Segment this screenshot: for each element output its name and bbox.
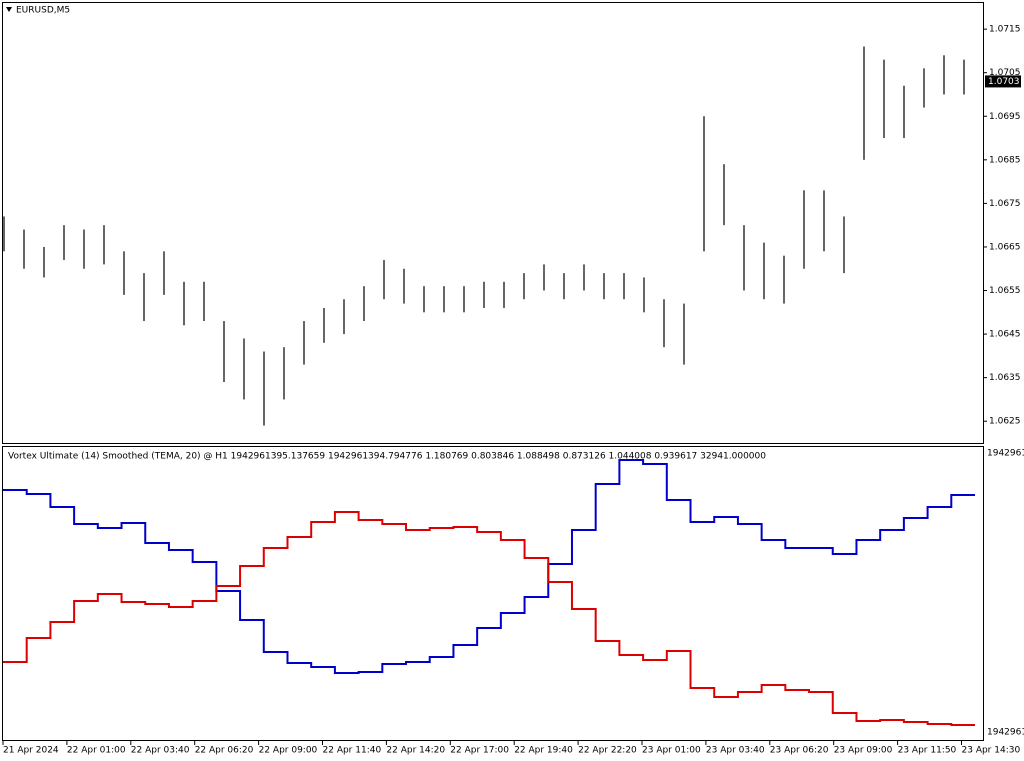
x-tick-label: 22 Apr 22:20	[578, 746, 637, 756]
y-tick-label: 1.0625	[989, 417, 1021, 427]
y-tick-label: 1.0695	[989, 112, 1021, 122]
x-tick-label: 23 Apr 03:40	[706, 746, 765, 756]
indicator-line	[3, 511, 975, 726]
price-panel	[2, 2, 984, 444]
x-tick-label: 22 Apr 09:00	[259, 746, 318, 756]
x-tick-label: 22 Apr 14:20	[386, 746, 445, 756]
x-tick-label: 23 Apr 09:00	[834, 746, 893, 756]
indicator-title: Vortex Ultimate (14) Smoothed (TEMA, 20)…	[8, 452, 766, 462]
x-tick-label: 23 Apr 01:00	[642, 746, 701, 756]
indicator-panel	[2, 446, 984, 741]
x-tick-label: 23 Apr 06:20	[770, 746, 829, 756]
x-tick-label: 22 Apr 03:40	[131, 746, 190, 756]
y-axis-label: 19429613	[987, 728, 1024, 738]
symbol-title: EURUSD,M5	[16, 6, 70, 16]
y-tick-label: 1.0685	[989, 155, 1021, 165]
y-tick-label: 1.0645	[989, 330, 1021, 340]
price-label-box	[985, 75, 1021, 88]
y-tick-label: 1.0715	[989, 25, 1021, 35]
x-tick-label: 23 Apr 11:50	[898, 746, 957, 756]
y-tick-label: 1.0635	[989, 373, 1021, 383]
x-tick-label: 22 Apr 01:00	[67, 746, 126, 756]
symbol-arrow	[6, 7, 12, 12]
x-tick-label: 22 Apr 06:20	[195, 746, 254, 756]
x-tick-label: 22 Apr 17:00	[450, 746, 509, 756]
y-tick-label: 1.0675	[989, 199, 1021, 209]
y-tick-label: 1.0665	[989, 242, 1021, 252]
x-tick-label: 23 Apr 14:30	[962, 746, 1021, 756]
y-tick-label: 1.0655	[989, 286, 1021, 296]
x-tick-label: 22 Apr 19:40	[514, 746, 573, 756]
x-tick-label: 22 Apr 11:40	[323, 746, 382, 756]
price-label: 1.0703	[988, 77, 1020, 87]
y-axis-label: 19429614	[987, 449, 1024, 459]
y-tick-label: 1.0705	[989, 68, 1021, 78]
indicator-line	[3, 459, 975, 674]
x-tick-label: 21 Apr 2024	[3, 746, 59, 756]
